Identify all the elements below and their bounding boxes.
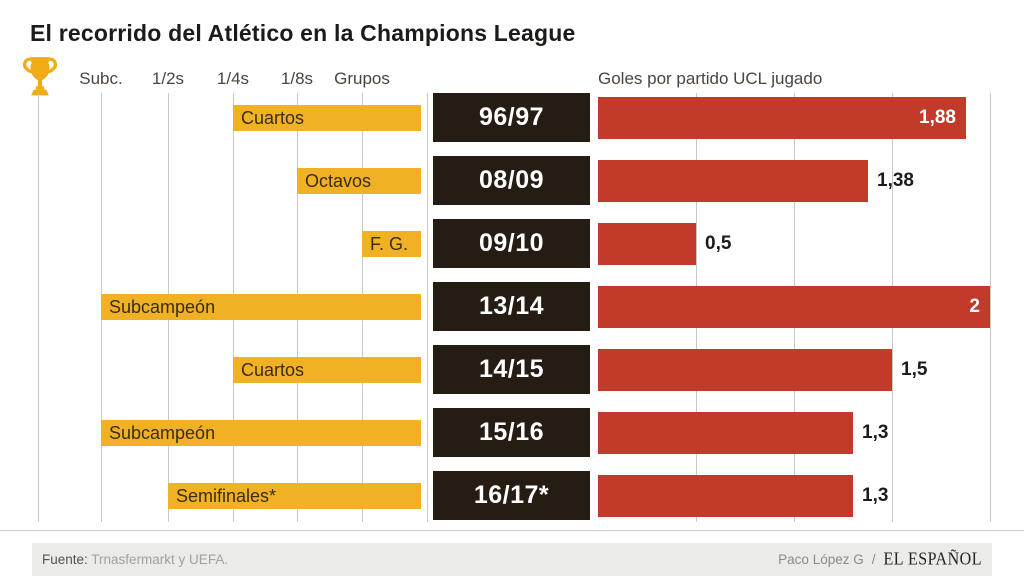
page-title: El recorrido del Atlético en la Champion… [30,20,576,46]
trophy-icon [23,57,57,96]
credit-separator: / [871,552,876,567]
stage-bar: Cuartos [233,105,421,131]
goals-value-label: 1,5 [901,359,928,380]
stage-bar: Semifinales* [168,483,421,509]
stage-bar: Subcampeón [101,294,421,320]
goals-value-label: 2 [969,296,980,317]
goals-value-label: 1,38 [877,170,914,191]
season-label-box: 13/14 [433,282,590,331]
right-axis-title: Goles por partido UCL jugado [598,69,823,88]
stage-axis-label: Grupos [334,69,390,88]
stage-bar: Subcampeón [101,420,421,446]
source-credit: Fuente: Trnasfermarkt y UEFA. [42,552,228,567]
stage-axis-label: 1/8s [280,69,314,88]
footer-bar: Fuente: Trnasfermarkt y UEFA. Paco López… [32,543,992,576]
goals-value-label: 1,3 [862,485,889,506]
stage-axis-label: 1/4s [216,69,250,88]
goals-value-label: 1,88 [919,107,956,128]
stage-bar: F. G. [362,231,421,257]
season-label-box: 09/10 [433,219,590,268]
stage-axis-label: 1/2s [151,69,185,88]
left-chart-gridline [38,93,39,522]
goals-bar [598,160,868,202]
season-label-box: 14/15 [433,345,590,394]
goals-bar [598,412,853,454]
author-credit: Paco López G / EL ESPAÑOL [778,549,982,569]
credit-author: Paco López G [778,552,864,567]
left-chart-gridline [427,93,428,522]
stage-bar: Octavos [297,168,421,194]
goals-bar [598,97,966,139]
stage-axis-label: Subc. [79,69,123,88]
goals-value-label: 0,5 [705,233,732,254]
season-label-box: 08/09 [433,156,590,205]
right-chart-gridline [990,93,991,522]
goals-bar [598,475,853,517]
season-label-box: 15/16 [433,408,590,457]
brand-logo: EL ESPAÑOL [883,549,982,569]
source-text: Trnasfermarkt y UEFA. [91,552,229,567]
goals-bar [598,223,696,265]
footer-divider [0,530,1024,531]
source-label: Fuente: [42,552,88,567]
season-label-box: 96/97 [433,93,590,142]
stage-bar: Cuartos [233,357,421,383]
goals-bar [598,349,892,391]
goals-bar [598,286,990,328]
season-label-box: 16/17* [433,471,590,520]
goals-value-label: 1,3 [862,422,889,443]
